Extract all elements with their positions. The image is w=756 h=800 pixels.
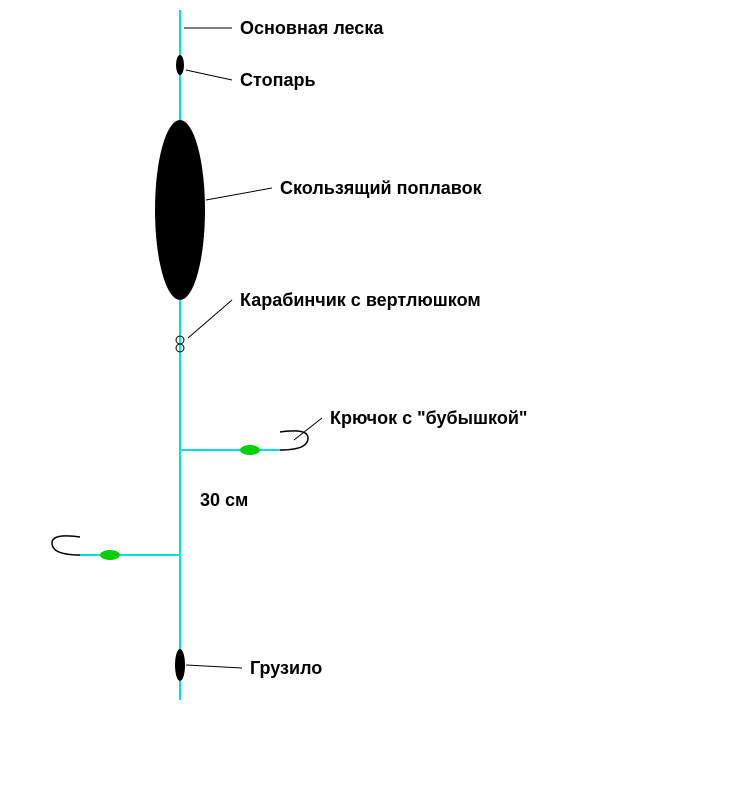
label-stopper: Стопарь (240, 70, 316, 91)
fishing-rig-diagram (0, 0, 756, 800)
label-float: Скользящий поплавок (280, 178, 482, 199)
label-swivel: Карабинчик с вертлюшком (240, 290, 481, 311)
label-main-line: Основная леска (240, 18, 383, 39)
spacing-label: 30 см (200, 490, 248, 511)
label-sinker: Грузило (250, 658, 322, 679)
label-hook: Крючок с "бубышкой" (330, 408, 527, 429)
